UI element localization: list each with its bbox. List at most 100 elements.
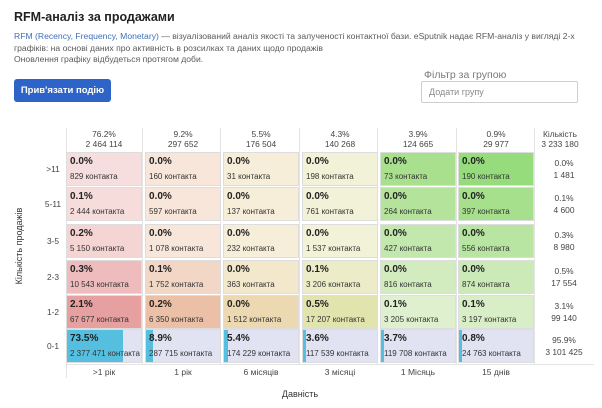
row-total-count: 1 481 [553,170,575,180]
matrix-cell[interactable]: 0.1% 3 205 контакта [380,295,456,329]
row-total: 95.9% 3 101 425 [535,334,593,358]
matrix-cell[interactable]: 0.3% 10 543 контакта [66,260,142,294]
cell-share: 0.5% [306,299,329,310]
grid-line [456,128,457,364]
matrix-cell[interactable]: 0.0% 198 контакта [302,152,378,186]
cell-count: 397 контакта [462,207,510,216]
cell-share: 0.0% [462,228,485,239]
matrix-cell[interactable]: 0.0% 190 контакта [458,152,534,186]
cell-share: 0.1% [149,264,172,275]
column-share: 0.9% [486,129,506,139]
cell-count: 1 078 контакта [149,244,204,253]
matrix-cell[interactable]: 0.0% 232 контакта [223,224,299,258]
matrix-cell[interactable]: 3.6% 117 539 контакта [302,329,378,363]
cell-count: 232 контакта [227,244,275,253]
matrix-cell[interactable]: 0.0% 556 контакта [458,224,534,258]
page-title: RFM-аналіз за продажами [14,10,175,24]
matrix-cell[interactable]: 0.1% 2 444 контакта [66,187,142,221]
column-share: 9.2% [173,129,193,139]
x-axis-label: >1 рік [92,367,116,377]
matrix-cell[interactable]: 0.1% 1 752 контакта [145,260,221,294]
matrix-cell[interactable]: 8.9% 287 715 контакта [145,329,221,363]
matrix-cell[interactable]: 0.0% 73 контакта [380,152,456,186]
cell-count: 874 контакта [462,280,510,289]
share-bar [459,330,462,362]
cell-count: 160 контакта [149,172,197,181]
cell-share: 0.0% [149,228,172,239]
matrix-cell[interactable]: 0.0% 874 контакта [458,260,534,294]
column-share: 76.2% [92,129,116,139]
grid-line [66,364,594,365]
cell-share: 0.2% [70,228,93,239]
matrix-cell[interactable]: 0.0% 829 контакта [66,152,142,186]
cell-share: 3.6% [306,333,329,344]
column-count: 124 665 [402,139,434,149]
row-total-share: 95.9% [552,335,576,345]
row-total-count: 8 980 [553,242,575,252]
bind-event-button[interactable]: Прив'язати подію [14,79,111,102]
matrix-cell[interactable]: 0.5% 17 207 контакта [302,295,378,329]
y-axis-label: 2-3 [46,272,60,282]
y-axis-label: 0-1 [46,341,60,351]
cell-share: 0.0% [227,191,250,202]
cell-share: 0.0% [462,156,485,167]
cell-count: 264 контакта [384,207,432,216]
x-axis-label: 1 Місяць [400,367,436,377]
matrix-cell[interactable]: 0.0% 816 контакта [380,260,456,294]
matrix-cell[interactable]: 0.0% 761 контакта [302,187,378,221]
x-axis-label: 6 місяців [243,367,279,377]
cell-share: 0.2% [149,299,172,310]
cell-count: 174 229 контакта [227,349,291,358]
matrix-cell[interactable]: 0.0% 597 контакта [145,187,221,221]
cell-count: 31 контакта [227,172,271,181]
matrix-cell[interactable]: 0.0% 160 контакта [145,152,221,186]
cell-share: 0.1% [70,191,93,202]
cell-share: 3.7% [384,333,407,344]
matrix-cell[interactable]: 0.8% 24 763 контакта [458,329,534,363]
column-count: 297 652 [167,139,199,149]
rfm-link[interactable]: RFM (Recency, Frequency, Monetary) [14,31,159,41]
matrix-cell[interactable]: 0.1% 3 197 контакта [458,295,534,329]
cell-share: 73.5% [70,333,99,344]
cell-count: 67 677 контакта [70,315,129,324]
cell-share: 0.1% [462,299,485,310]
matrix-cell[interactable]: 0.0% 1 512 контакта [223,295,299,329]
matrix-cell[interactable]: 0.1% 3 206 контакта [302,260,378,294]
row-total-share: 0.5% [554,266,574,276]
row-total-count: 4 600 [553,205,575,215]
cell-count: 137 контакта [227,207,275,216]
cell-count: 3 206 контакта [306,280,361,289]
cell-count: 117 539 контакта [306,349,369,358]
matrix-cell[interactable]: 0.2% 5 150 контакта [66,224,142,258]
matrix-cell[interactable]: 0.0% 397 контакта [458,187,534,221]
grid-line [142,128,143,364]
column-count: 140 268 [324,139,356,149]
matrix-cell[interactable]: 2.1% 67 677 контакта [66,295,142,329]
row-total-share: 0.0% [554,158,574,168]
matrix-cell[interactable]: 3.7% 119 708 контакта [380,329,456,363]
cell-count: 287 715 контакта [149,349,213,358]
cell-count: 198 контакта [306,172,354,181]
cell-share: 2.1% [70,299,93,310]
cell-count: 24 763 контакта [462,349,521,358]
column-header: 4.3% 140 268 [301,129,379,149]
group-filter-input[interactable] [421,81,578,103]
matrix-cell[interactable]: 0.0% 427 контакта [380,224,456,258]
share-bar [381,330,384,362]
matrix-cell[interactable]: 0.0% 1 537 контакта [302,224,378,258]
cell-count: 10 543 контакта [70,280,129,289]
matrix-cell[interactable]: 0.0% 264 контакта [380,187,456,221]
matrix-cell[interactable]: 0.0% 137 контакта [223,187,299,221]
cell-share: 8.9% [149,333,172,344]
column-count: 2 464 114 [85,139,123,149]
matrix-cell[interactable]: 5.4% 174 229 контакта [223,329,299,363]
matrix-cell[interactable]: 0.2% 6 350 контакта [145,295,221,329]
cell-count: 2 377 471 контакта [70,349,140,358]
matrix-cell[interactable]: 0.0% 1 078 контакта [145,224,221,258]
matrix-cell[interactable]: 73.5% 2 377 471 контакта [66,329,142,363]
column-header: 0.9% 29 977 [457,129,535,149]
row-total-share: 0.3% [554,230,574,240]
matrix-cell[interactable]: 0.0% 363 контакта [223,260,299,294]
matrix-cell[interactable]: 0.0% 31 контакта [223,152,299,186]
cell-count: 6 350 контакта [149,315,204,324]
